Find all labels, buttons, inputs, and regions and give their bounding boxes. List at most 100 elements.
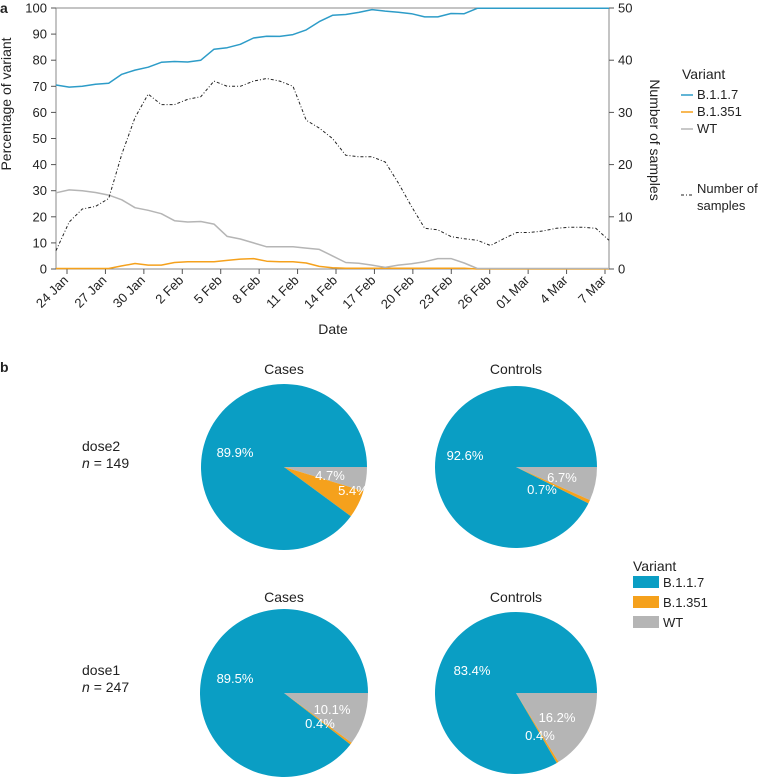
y2-axis-title: Number of samples <box>647 79 663 200</box>
x-tick-label: 17 Feb <box>339 273 378 312</box>
left-tick-label: 20 <box>33 209 47 224</box>
pie-data-label: 0.4% <box>525 728 555 743</box>
line-chart: 0 10 20 30 40 50 60 70 80 90 100 0 10 20 30 40 50 24 Ja… <box>0 1 663 338</box>
legend-a-label: B.1.1.7 <box>697 87 738 102</box>
right-tick-label: 30 <box>618 105 632 120</box>
pie-data-label: 89.5% <box>217 671 254 686</box>
x-axis-ticks: 24 Jan 27 Jan 30 Jan 2 Feb 5 Feb 8 Feb 11 Feb 1… <box>33 269 610 312</box>
right-tick-label: 20 <box>618 157 632 172</box>
left-tick-label: 10 <box>33 235 47 250</box>
right-tick-label: 0 <box>618 262 625 277</box>
legend-b-label: WT <box>663 615 683 630</box>
y-axis-title: Percentage of variant <box>0 37 14 170</box>
pie-data-label: 0.7% <box>527 482 557 497</box>
x-tick-label: 23 Feb <box>416 273 455 312</box>
pie-title: Cases <box>264 589 304 605</box>
pie-data-label: 6.7% <box>547 470 577 485</box>
row-label-dose1-n: n = 247 <box>82 679 129 695</box>
pie-chart: Controls 83.4% 0.4% 16.2% <box>435 589 597 775</box>
pie-chart: Controls 92.6% 0.7%6.7% <box>435 361 598 548</box>
pie-data-label: 0.4% <box>305 716 335 731</box>
pie-data-label: 4.7% <box>315 468 345 483</box>
x-tick-label: 26 Feb <box>455 273 494 312</box>
row-label-dose1-n-value: = 247 <box>94 679 130 695</box>
pie-slice-b-1-1-7 <box>435 385 598 548</box>
row-label-dose2-n-value: = 149 <box>94 455 130 471</box>
pie-title: Cases <box>264 361 304 377</box>
x-tick-label: 24 Jan <box>33 273 71 311</box>
legend-a-samples-label-2: samples <box>697 198 746 213</box>
row-label-dose2-name: dose2 <box>82 438 120 454</box>
left-tick-label: 30 <box>33 183 47 198</box>
left-tick-label: 0 <box>40 262 47 277</box>
pie-slice-wt <box>516 467 597 501</box>
pie-data-label: 5.4% <box>338 483 368 498</box>
pie-data-label: 10.1% <box>314 702 351 717</box>
pie-data-label: 16.2% <box>539 710 576 725</box>
legend-a-samples-label-1: Number of <box>697 181 758 196</box>
legend-b-swatch <box>633 616 659 628</box>
pie-slice-b-1-351 <box>516 467 590 504</box>
left-tick-label: 40 <box>33 157 47 172</box>
left-tick-label: 80 <box>33 53 47 68</box>
x-tick-label: 20 Feb <box>378 273 417 312</box>
x-tick-label: 14 Feb <box>301 273 340 312</box>
pie-chart: Cases 89.9% 5.4%4.7% <box>200 361 368 551</box>
legend-b: Variant B.1.1.7 B.1.351 WT <box>633 558 708 630</box>
right-tick-label: 50 <box>618 1 632 16</box>
row-label-dose2-n: n = 149 <box>82 455 129 471</box>
pie-slice-wt <box>284 693 368 743</box>
x-tick-label: 4 Mar <box>537 272 572 307</box>
pie-slice-b-1-351 <box>284 693 352 745</box>
left-tick-label: 50 <box>33 131 47 146</box>
x-tick-label: 30 Jan <box>110 273 148 311</box>
series-line-wt <box>55 189 609 270</box>
left-tick-label: 70 <box>33 79 47 94</box>
x-tick-label: 11 Feb <box>263 273 302 312</box>
plot-frame <box>55 7 610 270</box>
pie-slice-b-1-351 <box>516 693 559 763</box>
pie-title: Controls <box>490 361 542 377</box>
right-tick-label: 10 <box>618 209 632 224</box>
legend-a-title: Variant <box>682 66 725 82</box>
legend-a: Variant B.1.1.7 B.1.351 WT Number of sampl… <box>681 66 758 213</box>
series-line-b-1-1-7 <box>55 7 609 88</box>
row-label-dose1-n-symbol: n <box>82 679 90 695</box>
legend-a-label: WT <box>697 121 717 136</box>
pie-data-label: 92.6% <box>447 448 484 463</box>
pie-title: Controls <box>490 589 542 605</box>
pie-chart: Cases 89.5% 0.4%10.1% <box>200 589 368 777</box>
right-tick-label: 40 <box>618 53 632 68</box>
x-tick-label: 01 Mar <box>493 272 533 312</box>
x-tick-label: 7 Mar <box>575 272 610 307</box>
left-tick-label: 60 <box>33 105 47 120</box>
series-line-b-1-351 <box>56 257 609 270</box>
x-tick-label: 8 Feb <box>229 273 263 307</box>
pie-slice-wt <box>284 467 367 492</box>
row-label-dose2: dose2 n = 149 <box>82 438 129 471</box>
series-line-number-of-samples <box>55 78 610 251</box>
left-tick-label: 90 <box>33 27 47 42</box>
pie-slice-b-1-351 <box>284 467 364 517</box>
x-tick-label: 5 Feb <box>191 273 225 307</box>
legend-b-label: B.1.1.7 <box>663 575 704 590</box>
pie-slice-wt <box>516 693 597 762</box>
x-axis-title: Date <box>318 321 348 337</box>
pie-slice-b-1-1-7 <box>200 608 368 777</box>
left-axis-ticks: 0 10 20 30 40 50 60 70 80 90 100 <box>25 1 56 277</box>
pie-data-label: 89.9% <box>217 445 254 460</box>
row-label-dose1: dose1 n = 247 <box>82 662 129 695</box>
panel-b-letter: b <box>0 359 9 375</box>
pie-data-label: 83.4% <box>454 663 491 678</box>
row-label-dose1-name: dose1 <box>82 662 120 678</box>
legend-b-title: Variant <box>633 558 676 574</box>
pie-slice-b-1-1-7 <box>200 384 367 551</box>
x-tick-label: 27 Jan <box>71 273 109 311</box>
pie-slice-b-1-1-7 <box>435 612 597 775</box>
panel-a-letter: a <box>0 0 8 16</box>
legend-b-label: B.1.351 <box>663 595 708 610</box>
series-lines <box>55 7 610 270</box>
right-axis-ticks: 0 10 20 30 40 50 <box>609 1 632 277</box>
legend-b-swatch <box>633 596 659 608</box>
